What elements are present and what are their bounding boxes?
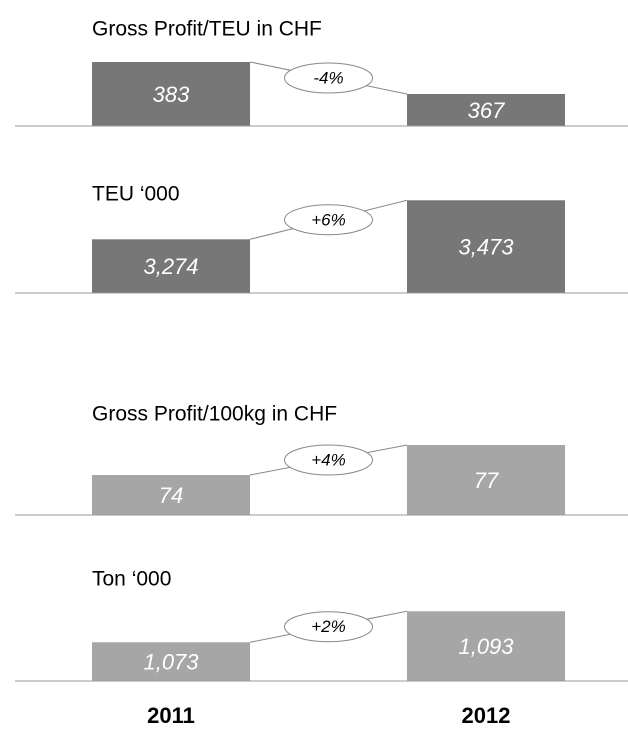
bar — [92, 62, 250, 126]
bar — [92, 642, 250, 681]
bar — [92, 475, 250, 515]
annotation-bubble — [284, 611, 373, 643]
bar — [407, 611, 565, 681]
annotation: +6% — [311, 210, 346, 229]
annotation-bubble — [284, 204, 373, 236]
value-label: 74 — [159, 483, 183, 508]
annotation-bubble — [284, 444, 373, 476]
x-label: 2012 — [462, 703, 511, 728]
bar — [407, 200, 565, 293]
value-label: 3,274 — [143, 254, 198, 279]
chart-title: TEU ‘000 — [92, 183, 180, 206]
value-label: 77 — [474, 468, 499, 493]
bar — [407, 94, 565, 126]
annotation: +4% — [311, 450, 346, 469]
annotation: +2% — [311, 617, 346, 636]
chart-title: Gross Profit/100kg in CHF — [92, 403, 337, 426]
value-label: 3,473 — [458, 234, 514, 259]
chart-title: Gross Profit/TEU in CHF — [92, 18, 322, 41]
value-label: 383 — [153, 82, 190, 107]
chart-title: Ton ‘000 — [92, 568, 171, 591]
bar — [407, 445, 565, 515]
value-label: 1,073 — [143, 649, 199, 674]
x-label: 2011 — [147, 703, 195, 728]
value-label: 367 — [468, 98, 505, 123]
bar — [92, 239, 250, 293]
annotation-bubble — [284, 62, 373, 94]
value-label: 1,093 — [458, 634, 514, 659]
annotation: -4% — [313, 68, 343, 87]
